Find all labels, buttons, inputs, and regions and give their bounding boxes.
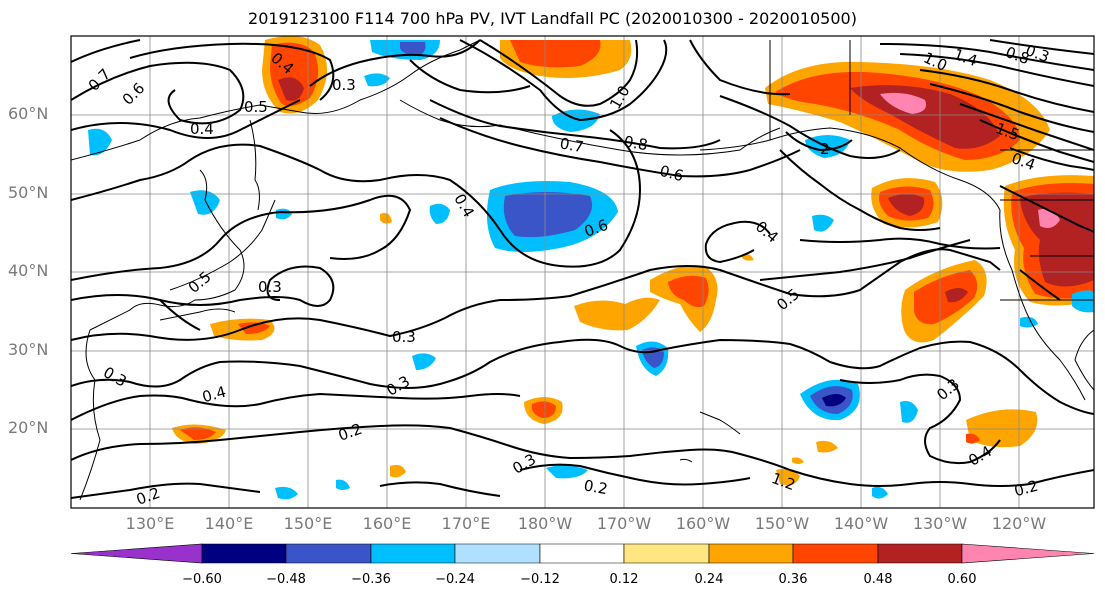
colorbar-cell — [285, 543, 372, 564]
colorbar-tick: −0.12 — [520, 572, 560, 587]
colorbar-tick: −0.60 — [182, 572, 222, 587]
lon-label: 170°E — [441, 514, 491, 533]
colorbar-cell — [201, 543, 287, 564]
colorbar-cell — [877, 543, 963, 564]
svg-text:2: 2 — [820, 140, 830, 158]
colorbar-tick: 0.60 — [947, 572, 977, 587]
colorbar-cell — [623, 543, 710, 564]
map-title: 2019123100 F114 700 hPa PV, IVT Landfall… — [248, 9, 857, 28]
lon-label: 150°W — [754, 514, 810, 533]
svg-text:0.3: 0.3 — [258, 278, 282, 296]
svg-text:0.7: 0.7 — [558, 134, 585, 156]
colorbar-cell — [708, 543, 794, 564]
lon-label: 160°W — [675, 514, 731, 533]
lon-label: 150°E — [283, 514, 333, 533]
colorbar-tick: 0.24 — [694, 572, 724, 587]
lon-label: 160°E — [362, 514, 412, 533]
coastlines — [71, 39, 1094, 501]
colorbar-tick: 0.36 — [778, 572, 808, 587]
pv-shading — [88, 36, 1094, 500]
colorbar-tick: −0.36 — [351, 572, 391, 587]
colorbar-cell — [70, 543, 203, 564]
colorbar-cell — [961, 543, 1095, 564]
pv-contours — [71, 39, 1094, 499]
lon-label: 180°W — [517, 514, 573, 533]
lat-label-60n: 60°N — [8, 104, 49, 123]
lon-label: 130°E — [125, 514, 175, 533]
lon-label: 170°W — [596, 514, 652, 533]
colorbar-tick: −0.48 — [266, 572, 306, 587]
svg-text:0.3: 0.3 — [392, 328, 416, 346]
colorbar-cell — [792, 543, 879, 564]
colorbar-tick: −0.24 — [435, 572, 475, 587]
lat-label-50n: 50°N — [8, 183, 49, 202]
graticule — [71, 36, 1094, 508]
lat-label-40n: 40°N — [8, 261, 49, 280]
colorbar-cell — [454, 543, 541, 564]
svg-text:0.3: 0.3 — [332, 76, 356, 94]
svg-text:0.4: 0.4 — [190, 120, 214, 138]
lon-label: 120°W — [991, 514, 1047, 533]
lon-label: 140°W — [833, 514, 889, 533]
svg-text:0.2: 0.2 — [582, 476, 609, 498]
colorbar-cell — [370, 543, 456, 564]
lat-label-20n: 20°N — [8, 418, 49, 437]
svg-text:0.4: 0.4 — [200, 383, 228, 407]
lat-label-30n: 30°N — [8, 340, 49, 359]
svg-text:0.5: 0.5 — [244, 98, 268, 116]
svg-text:0.2: 0.2 — [1012, 477, 1040, 501]
colorbar-tick: 0.12 — [609, 572, 639, 587]
colorbar-tick: 0.48 — [863, 572, 893, 587]
svg-text:0.8: 0.8 — [622, 132, 649, 154]
lon-label: 130°W — [912, 514, 968, 533]
svg-text:0.6: 0.6 — [658, 162, 686, 186]
colorbar-cell — [539, 543, 625, 564]
lon-label: 140°E — [204, 514, 254, 533]
map-frame — [70, 35, 1095, 509]
